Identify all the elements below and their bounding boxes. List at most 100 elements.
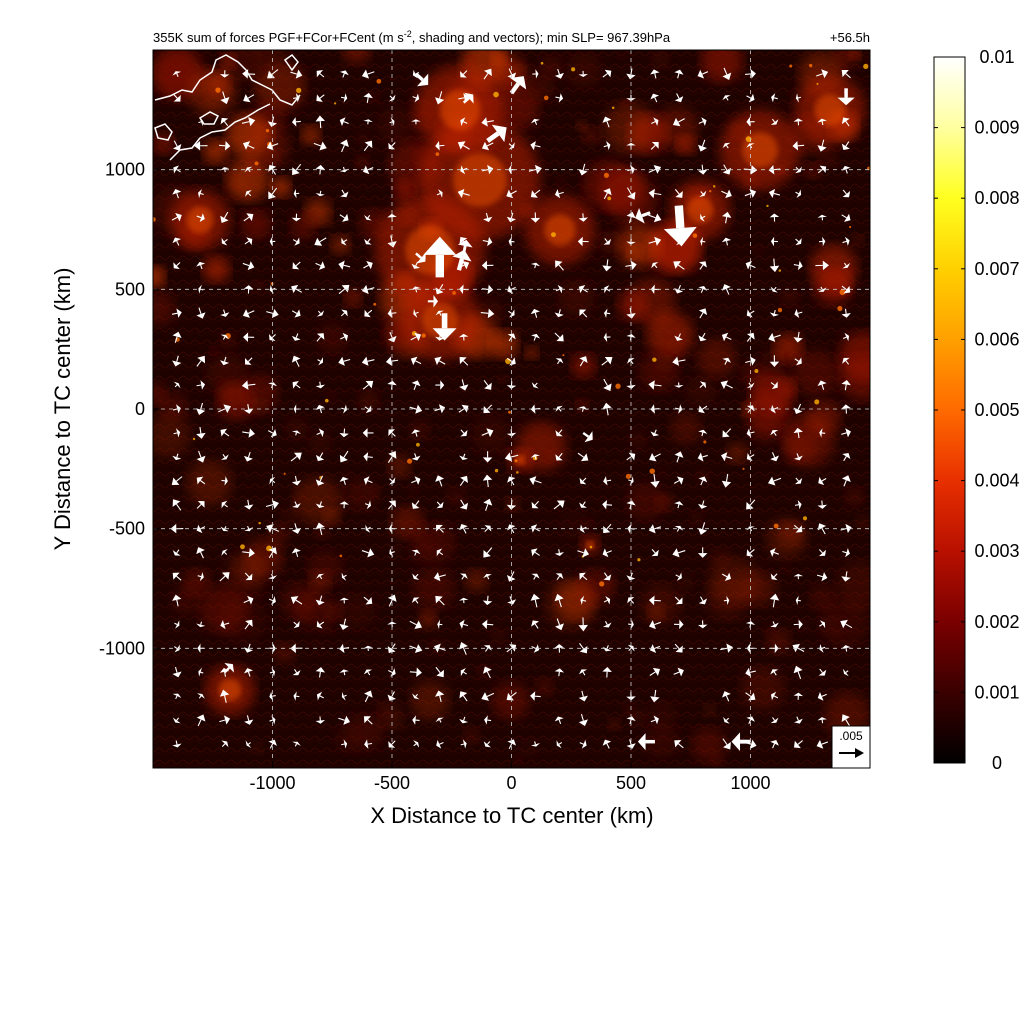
force-vector: [579, 501, 587, 508]
force-vector: [698, 405, 708, 414]
force-vector: [243, 285, 254, 294]
force-vector: [770, 717, 779, 724]
force-vector: [435, 310, 444, 316]
force-vector: [269, 236, 276, 247]
force-vector: [363, 119, 373, 125]
force-vector: [817, 717, 827, 724]
force-vector: [452, 249, 472, 271]
force-vector: [459, 691, 468, 702]
force-vector: [196, 547, 205, 559]
force-vector: [481, 619, 494, 630]
force-vector: [433, 572, 446, 582]
force-vector: [699, 190, 707, 198]
force-vector: [364, 500, 372, 510]
force-vector: [291, 475, 302, 486]
force-vector: [794, 477, 803, 485]
force-vector: [223, 662, 234, 674]
force-vector: [531, 573, 540, 580]
force-vector: [291, 284, 303, 294]
force-vector: [674, 596, 683, 605]
force-vector: [530, 691, 541, 701]
force-vector: [555, 358, 564, 365]
force-vector: [508, 236, 515, 247]
y-tick-label: 1000: [105, 160, 145, 180]
force-vector: [411, 286, 421, 293]
force-vector: [841, 571, 851, 582]
force-vector: [698, 476, 708, 486]
force-vector: [315, 381, 326, 389]
force-vector: [363, 476, 373, 485]
force-vector: [530, 741, 541, 747]
force-vector: [171, 308, 182, 318]
force-vector: [316, 620, 325, 629]
force-vector: [577, 236, 589, 247]
coastline: [154, 53, 301, 161]
force-vector: [769, 547, 780, 557]
force-vector: [172, 355, 182, 367]
force-vector: [459, 475, 468, 487]
force-vector: [292, 380, 301, 389]
force-vector: [196, 213, 205, 223]
reference-vector-box: .005: [831, 725, 871, 769]
force-vector: [770, 691, 779, 701]
force-vector: [434, 356, 446, 365]
force-vector: [459, 716, 469, 724]
force-vector: [770, 452, 779, 462]
force-vector: [363, 645, 373, 651]
force-vector: [674, 740, 684, 749]
force-vector: [483, 379, 492, 390]
force-vector: [531, 524, 540, 533]
force-vector: [746, 549, 755, 557]
force-vector: [436, 501, 444, 509]
force-vector: [768, 188, 781, 199]
force-vector: [817, 118, 827, 126]
force-vector: [602, 116, 612, 128]
force-vector: [291, 355, 301, 367]
force-vector: [196, 355, 206, 367]
force-vector: [672, 548, 686, 558]
force-vector: [817, 500, 827, 509]
force-vector: [243, 451, 253, 462]
force-vector: [316, 428, 324, 438]
force-vector: [746, 382, 755, 389]
force-vector: [721, 473, 732, 488]
force-vector: [672, 117, 685, 127]
force-vector: [602, 548, 612, 558]
force-vector: [770, 118, 779, 125]
force-vector: [507, 476, 516, 486]
force-vector: [435, 380, 445, 390]
force-vector: [746, 143, 755, 149]
force-vector: [508, 309, 515, 318]
force-vector: [315, 261, 326, 270]
force-vector: [637, 733, 655, 751]
force-vector: [365, 524, 371, 533]
force-vector: [626, 716, 636, 725]
heatmap-intensity-layer: [153, 50, 870, 768]
force-vector: [172, 740, 182, 748]
force-vector: [291, 523, 302, 534]
force-vector: [389, 477, 396, 485]
force-vector: [341, 691, 347, 701]
force-vector: [293, 620, 300, 629]
force-vector: [795, 166, 802, 174]
force-vector: [363, 260, 373, 270]
force-vector: [340, 189, 349, 198]
force-vector: [817, 380, 827, 390]
force-vector: [746, 309, 755, 318]
force-vector: [700, 236, 706, 247]
force-vector: [793, 665, 803, 679]
force-vector: [268, 739, 277, 749]
force-vector: [172, 693, 182, 700]
force-vector: [292, 261, 301, 270]
force-vector: [578, 284, 588, 294]
force-vector: [553, 500, 565, 510]
force-vector: [648, 236, 662, 246]
force-vector: [746, 332, 755, 342]
force-vector: [435, 717, 444, 723]
force-vector: [220, 356, 230, 366]
force-vector: [603, 476, 612, 486]
force-vector: [602, 667, 612, 678]
force-vector: [649, 644, 661, 653]
force-vector: [437, 619, 443, 630]
force-vector: [602, 69, 612, 78]
